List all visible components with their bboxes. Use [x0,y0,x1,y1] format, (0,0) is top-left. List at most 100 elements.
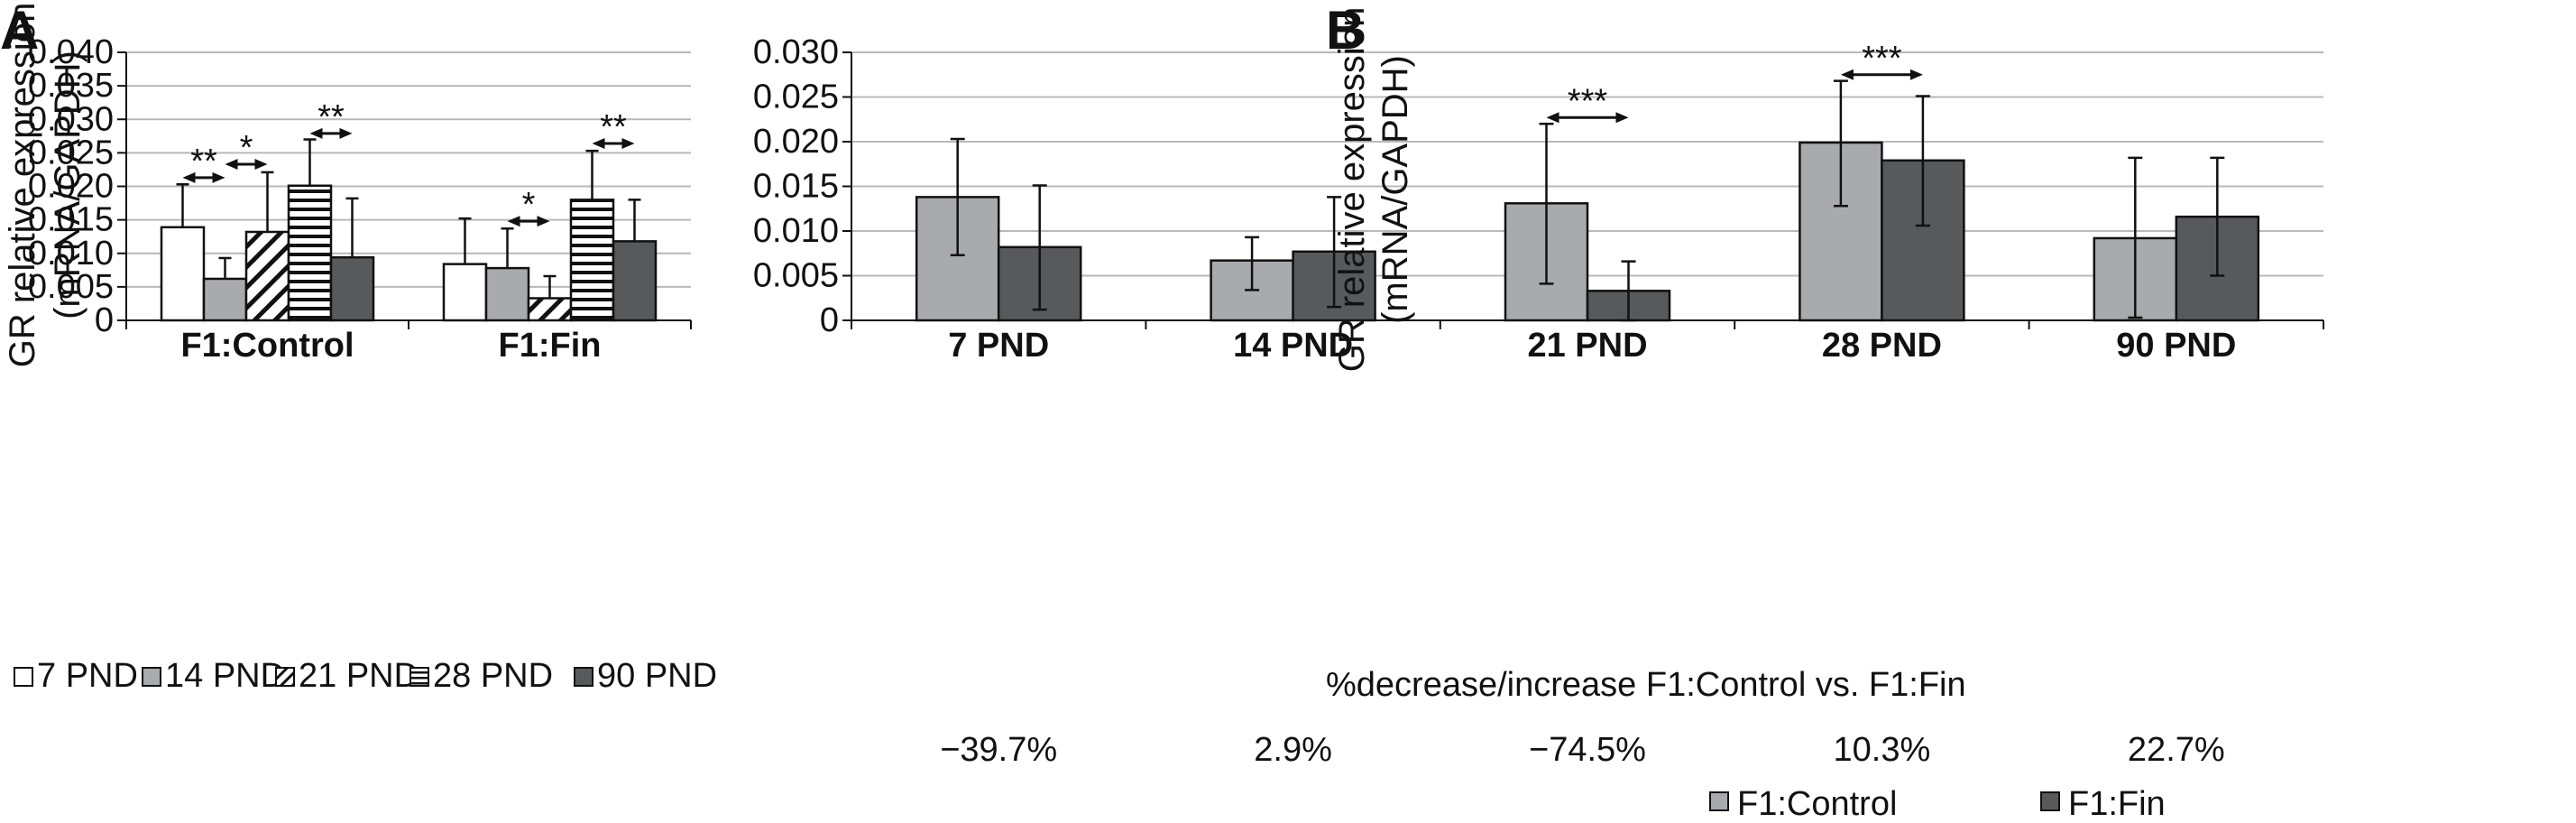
bar [527,297,573,322]
legend-label: F1:Fin [2068,785,2166,823]
legend-label: 14 PND [165,657,285,695]
panel-b-label: B [1326,0,1365,60]
category-label: 21 PND [1527,327,1647,365]
category-label: F1:Fin [499,327,602,365]
category-label: 14 PND [1233,327,1353,365]
percent-change: −39.7% [940,731,1057,769]
bar [202,277,248,322]
panel-b-bars [915,141,2260,322]
significance-arrow-head-left [182,171,196,183]
legend-label: 21 PND [299,657,419,695]
significance-arrow [592,137,635,149]
significance-arrow [1546,112,1629,124]
legend-label: 28 PND [433,657,553,695]
significance-arrow-head-left [1840,69,1854,80]
legend-label: 7 PND [37,657,138,695]
percent-change: −74.5% [1529,731,1646,769]
y-tick-label: 0 [820,301,839,339]
legend-item: F1:Fin [2040,785,2166,823]
panel-b-footer-title: %decrease/increase F1:Control vs. F1:Fin [1326,666,1966,704]
panel-b-category-labels: 7 PND 14 PND 21 PND 28 PND 90 PND [948,327,2236,365]
significance-arrow-head-right [1615,112,1629,124]
legend-swatch [409,667,429,687]
percent-change: 22.7% [2128,731,2225,769]
category-label: 90 PND [2116,327,2236,365]
legend-item: 28 PND [409,657,553,695]
y-tick-label: 0.020 [753,123,839,161]
legend-swatch [574,667,593,687]
significance-arrow-head-right [339,127,353,139]
legend-swatch [275,667,295,687]
y-tick-label: 0.005 [28,268,114,306]
significance-arrow-head-right [1909,69,1923,80]
panel-a-annotations: ** ****** [182,98,635,227]
category-label: F1:Control [180,327,354,365]
legend-item: 90 PND [574,657,717,695]
significance-arrow-head-left [592,137,605,149]
legend-swatch [1709,791,1729,811]
bar [569,199,615,322]
legend-item: 7 PND [14,657,138,695]
panel-a: A 00.0050.0100.0150.0200.0250.0300.0350.… [0,0,717,695]
percent-change: 10.3% [1834,731,1931,769]
panel-a-label: A [0,0,39,60]
panel-b-percent-changes: −39.7% 2.9% −74.5% 10.3% 22.7% [940,731,2224,769]
panel-b-annotations: *** *** [1546,40,1923,124]
significance-arrow-head-left [1546,112,1559,124]
bar [442,263,488,322]
significance-arrow [182,171,225,183]
significance-label: ** [317,98,345,136]
legend-item: 21 PND [275,657,419,695]
bar [244,230,290,322]
panel-b-ylabel-line2: (mRNA/GAPDH) [1375,55,1415,324]
significance-label: * [522,186,536,224]
panel-a-ylabel-line1: GR relative expression [3,3,42,368]
panel-b-yticks: 0 0.005 0.010 0.015 0.020 0.025 0.030 [753,33,851,339]
significance-arrow-head-right [212,171,225,183]
panel-b-axes [851,52,2324,329]
legend-item: F1:Control [1709,785,1897,823]
legend-label: 90 PND [597,657,717,695]
y-tick-label: 0.015 [28,201,114,239]
significance-arrow-head-left [309,127,323,139]
significance-arrow-head-left [507,216,520,227]
y-tick-label: 0.010 [753,212,839,250]
significance-label: *** [1568,82,1608,120]
panel-a-yticks: 00.0050.0100.0150.0200.0250.0300.0350.04… [28,33,126,339]
significance-label: ** [600,108,627,146]
significance-arrow-head-left [225,158,238,170]
legend-swatch [14,667,33,687]
panel-b-errorbars [950,79,2225,322]
significance-arrow [1840,69,1923,80]
bar [287,184,333,322]
y-tick-label: 0.040 [28,33,114,71]
panel-a-bars [160,184,658,322]
y-tick-label: 0.020 [28,168,114,206]
significance-arrow-head-right [254,158,268,170]
bar [329,255,375,322]
y-tick-label: 0.025 [28,134,114,171]
significance-label: ** [190,143,217,180]
significance-label: * [240,129,253,167]
significance-arrow [309,127,353,139]
y-tick-label: 0.005 [753,257,839,295]
panel-a-category-labels: F1:Control F1:Fin [180,327,601,365]
panel-b-legend: F1:Control F1:Fin [1709,785,2166,823]
panel-a-axes [125,52,692,329]
y-tick-label: 0.035 [28,67,114,105]
y-tick-label: 0.010 [28,235,114,273]
bar [612,240,658,322]
y-tick-label: 0.030 [28,100,114,138]
significance-arrow [507,216,550,227]
significance-arrow-head-right [621,137,635,149]
significance-label: *** [1862,40,1902,78]
panel-a-ylabel-line2: (mRNA/GAPDH) [48,51,87,319]
panel-a-legend: 7 PND 14 PND 21 PND 28 PND 90 PND [14,657,717,695]
panel-b-ylabel-line1: GR relative expression [1332,7,1372,373]
significance-arrow-head-right [537,216,550,227]
y-tick-label: 0 [95,301,114,339]
bar [484,266,530,322]
legend-swatch [2040,791,2060,811]
